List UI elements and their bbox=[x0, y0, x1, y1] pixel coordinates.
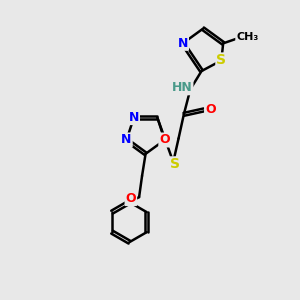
Text: O: O bbox=[125, 192, 136, 205]
Text: O: O bbox=[159, 134, 170, 146]
Text: CH₃: CH₃ bbox=[236, 32, 258, 42]
Text: O: O bbox=[205, 103, 216, 116]
Text: S: S bbox=[216, 53, 226, 68]
Text: N: N bbox=[129, 111, 139, 124]
Text: S: S bbox=[170, 158, 180, 171]
Text: HN: HN bbox=[172, 81, 193, 94]
Text: N: N bbox=[178, 37, 188, 50]
Text: N: N bbox=[122, 134, 132, 146]
